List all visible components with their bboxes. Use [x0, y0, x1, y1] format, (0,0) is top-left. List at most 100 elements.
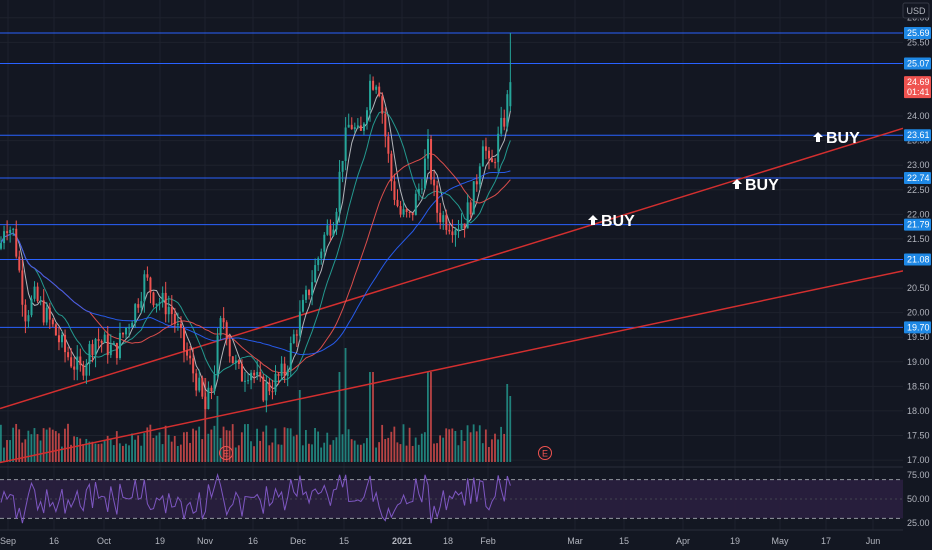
- candle-body: [289, 343, 292, 371]
- candle-body: [396, 199, 399, 207]
- time-axis-background: [0, 530, 932, 550]
- candle-body: [390, 153, 393, 182]
- volume-bar: [122, 445, 124, 462]
- volume-bar: [390, 431, 393, 462]
- buy-annotation: BUY: [588, 213, 635, 230]
- rsi-tick-label: 50.00: [907, 494, 930, 504]
- volume-bar: [6, 440, 8, 462]
- volume-bar: [158, 432, 161, 462]
- volume-bar: [335, 437, 338, 462]
- volume-bar: [329, 444, 332, 462]
- volume-bar: [411, 445, 414, 462]
- volume-bar: [472, 424, 475, 462]
- level-tag-background: [904, 57, 931, 70]
- volume-bar: [228, 430, 231, 462]
- time-axis[interactable]: Sep 16 Oct 19 Nov 16 Dec 15 2021 18 Feb Mar 15 Apr 19 M…: [0, 529, 932, 550]
- candle-body: [439, 212, 442, 223]
- candle-body: [500, 117, 503, 134]
- volume-bar: [271, 442, 274, 462]
- candle-body: [366, 110, 368, 124]
- volume-bar: [15, 423, 18, 462]
- volume-bar: [164, 425, 167, 462]
- candle-body: [170, 306, 173, 315]
- time-tick-label: Feb: [480, 536, 496, 546]
- volume-bar: [210, 429, 213, 462]
- volume-bar: [402, 424, 405, 462]
- volume-bar: [231, 424, 234, 462]
- volume-bar: [39, 440, 42, 462]
- candle-body: [79, 356, 82, 365]
- volume-bar: [381, 424, 384, 462]
- candle-body: [469, 202, 472, 215]
- rsi-pane: [0, 466, 903, 524]
- event-label: E: [223, 449, 229, 459]
- up-arrow-icon: [588, 215, 598, 225]
- candle-body: [189, 355, 192, 359]
- candle-body: [73, 366, 76, 370]
- candle-body: [91, 344, 94, 356]
- volume-bar: [268, 445, 271, 462]
- volume-bar: [240, 432, 243, 462]
- candle-body: [317, 258, 320, 266]
- candle-body: [387, 136, 390, 154]
- candle-body: [417, 188, 420, 194]
- candle-body: [204, 396, 207, 410]
- up-arrow-icon: [813, 132, 823, 142]
- volume-bar: [137, 435, 140, 462]
- level-tag-label: 25.07: [907, 58, 930, 68]
- volume-bar: [451, 428, 454, 462]
- candle-body: [399, 206, 402, 215]
- candle-body: [0, 243, 2, 249]
- candle-body: [216, 335, 219, 375]
- price-level-tag: 21.79: [904, 218, 931, 231]
- price-axis[interactable]: 26.0025.5024.0023.5023.0022.5022.0021.50…: [903, 0, 932, 550]
- candle-body: [408, 212, 411, 214]
- level-tag-background: [904, 321, 931, 334]
- volume-bar: [320, 447, 323, 462]
- candle-body: [491, 158, 494, 163]
- buy-annotation: BUY: [732, 177, 779, 194]
- candle-body: [9, 229, 12, 234]
- volume-bar: [115, 431, 118, 462]
- volume-bar: [100, 443, 103, 462]
- candle-body: [18, 256, 21, 271]
- time-tick-label: Mar: [567, 536, 583, 546]
- level-tag-label: 21.08: [907, 255, 930, 265]
- volume-bar: [408, 427, 411, 462]
- candle-body: [475, 181, 478, 185]
- candle-body: [198, 377, 201, 391]
- volume-bar: [134, 439, 136, 462]
- candle-body: [448, 229, 451, 232]
- volume-bar: [216, 396, 219, 462]
- candle-body: [332, 229, 335, 236]
- volume-bar: [466, 425, 469, 462]
- volume-bar: [155, 435, 158, 462]
- currency-badge[interactable]: USD: [902, 2, 930, 19]
- candle-body: [271, 391, 274, 393]
- volume-bar: [369, 372, 371, 462]
- rsi-line: [0, 472, 511, 524]
- candle-body: [134, 304, 137, 323]
- time-tick-label: Apr: [676, 536, 690, 546]
- candle-body: [143, 274, 146, 302]
- level-tag-label: 21.79: [907, 220, 930, 230]
- candle-body: [274, 373, 277, 392]
- volume-bar: [427, 372, 429, 462]
- candle-body: [21, 270, 24, 305]
- time-tick-label: Jun: [866, 536, 881, 546]
- volume-bar: [204, 378, 207, 462]
- candle-body: [228, 339, 231, 357]
- volume-bar: [442, 437, 445, 462]
- price-tick-label: 22.00: [907, 209, 930, 219]
- volume-bar: [18, 429, 21, 462]
- volume-bar: [54, 431, 57, 462]
- volume-bar: [439, 435, 441, 462]
- candle-body: [423, 158, 426, 189]
- volume-bar: [311, 444, 313, 462]
- candle-body: [106, 334, 109, 356]
- volume-bar: [500, 426, 502, 462]
- time-tick-label: 2021: [392, 536, 412, 546]
